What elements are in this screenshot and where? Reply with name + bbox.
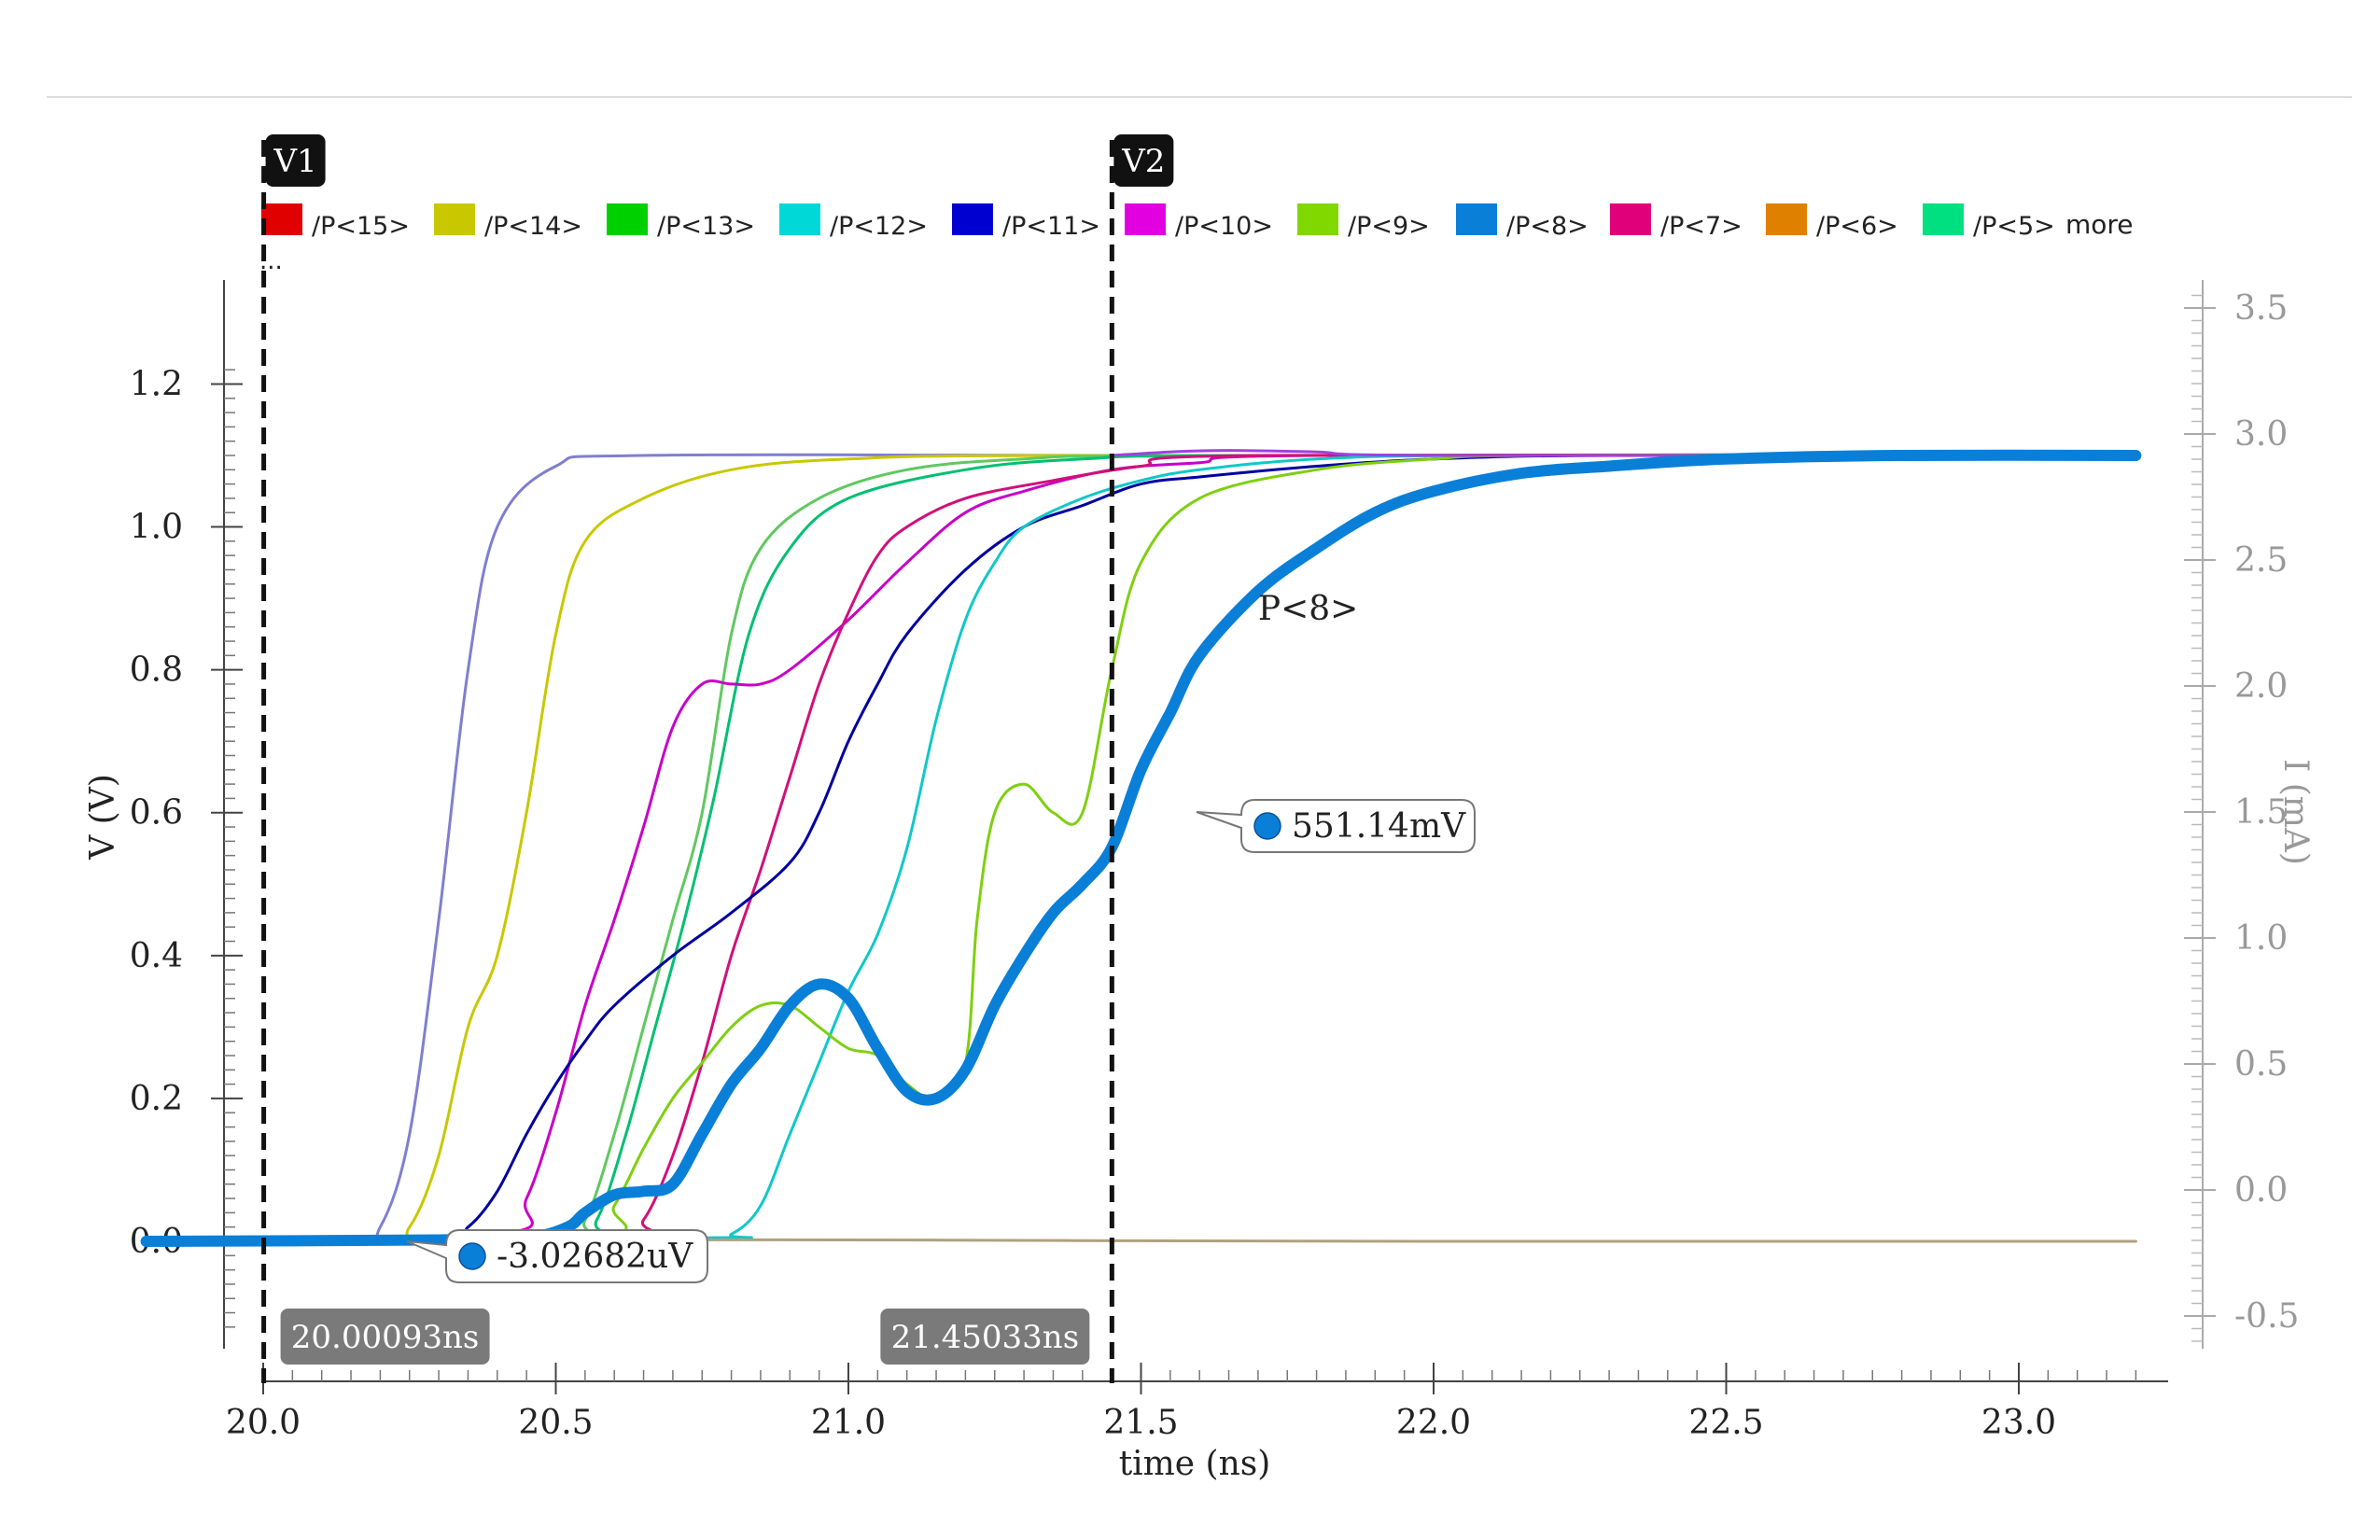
y-right-tick-label: 2.5 — [2234, 541, 2288, 580]
x-tick-label: 21.5 — [1103, 1404, 1178, 1442]
legend-item[interactable]: /P<7> — [1610, 203, 1743, 241]
series-line[interactable] — [145, 454, 2137, 1243]
value-marker[interactable]: 551.14mV — [1196, 799, 1476, 853]
legend-more-link[interactable]: more — [2065, 209, 2134, 240]
y-axis-label-left: V (V) — [84, 774, 122, 861]
y-left-tick-label: 0.8 — [130, 651, 183, 690]
series-line[interactable] — [145, 454, 2137, 1243]
legend-swatch — [779, 203, 820, 235]
legend-label: /P<12> — [830, 212, 928, 241]
legend-swatch — [607, 203, 648, 235]
cursor-tag[interactable] — [265, 134, 326, 187]
series-line[interactable] — [145, 454, 2137, 1243]
y-axis-label-right: I (mA) — [2276, 759, 2315, 865]
legend-swatch — [952, 203, 993, 235]
legend-item[interactable]: /P<9> — [1297, 203, 1430, 241]
x-tick-label: 22.0 — [1396, 1404, 1471, 1442]
y-right-tick-label: 0.5 — [2234, 1045, 2288, 1084]
legend-item[interactable]: /P<10> — [1125, 203, 1273, 241]
legend[interactable]: /P<15> /P<14> /P<13> /P<12> /P<11> /P<10> /P<9… — [261, 203, 2055, 241]
y-right-tick-label: 3.5 — [2234, 289, 2288, 328]
legend-label: /P<8> — [1506, 212, 1589, 241]
cursor-x-value-box — [280, 1309, 490, 1365]
legend-item[interactable]: /P<11> — [952, 203, 1100, 241]
series-line[interactable] — [145, 453, 2137, 1243]
legend-label: /P<14> — [484, 212, 582, 241]
marker-value: -3.02682uV — [497, 1238, 693, 1276]
legend-label: /P<9> — [1348, 212, 1430, 241]
legend-item[interactable]: /P<12> — [779, 203, 928, 241]
cursor-v1[interactable]: V1 20.00093ns — [261, 134, 490, 1383]
legend-label: /P<15> — [312, 212, 410, 241]
cursor-x-value: 21.45033ns — [891, 1319, 1080, 1356]
series-line[interactable] — [145, 453, 2137, 1243]
cursors-group[interactable]: V1 20.00093ns V2 21.45033ns — [261, 134, 1174, 1383]
legend-item[interactable]: /P<5> — [1923, 203, 2055, 241]
x-tick-label: 22.5 — [1688, 1404, 1763, 1442]
y-right-tick-label: -0.5 — [2234, 1297, 2299, 1336]
cursor-v2[interactable]: V2 21.45033ns — [880, 134, 1174, 1383]
markers-group[interactable]: -3.02682uV 551.14mV — [406, 799, 1476, 1283]
series-line[interactable] — [145, 454, 2137, 1243]
legend-item[interactable]: /P<6> — [1766, 203, 1898, 241]
legend-item[interactable]: /P<13> — [607, 203, 755, 241]
series-line[interactable] — [145, 453, 2137, 1243]
cursor-name: V2 — [1121, 143, 1165, 180]
legend-item[interactable]: /P<8> — [1456, 203, 1589, 241]
y-right-tick-label: 1.0 — [2234, 919, 2288, 958]
legend-swatch — [1610, 203, 1651, 235]
series-line[interactable] — [145, 454, 2137, 1243]
legend-swatch — [1125, 203, 1166, 235]
legend-label: /P<10> — [1175, 212, 1273, 241]
legend-item[interactable]: /P<14> — [434, 203, 582, 241]
x-tick-label: 20.5 — [518, 1404, 593, 1442]
y-right-tick-label: 2.0 — [2234, 667, 2288, 706]
axes: 1.2 1.0 0.8 0.6 0.4 0.2 0.0 3.5 3.0 2.5 2.0 1.5 1.0 0… — [130, 280, 2299, 1442]
y-right-tick-label: 3.0 — [2234, 415, 2288, 454]
legend-label: /P<6> — [1816, 212, 1898, 241]
cursor-name: V1 — [273, 143, 316, 180]
y-left-tick-label: 0.4 — [130, 937, 183, 975]
y-left-tick-label: 0.6 — [130, 794, 183, 833]
x-tick-label: 23.0 — [1981, 1404, 2056, 1442]
marker-dot — [1253, 812, 1281, 840]
marker-value: 551.14mV — [1292, 807, 1466, 846]
x-tick-label: 20.0 — [226, 1404, 301, 1442]
legend-item[interactable]: /P<15> — [261, 203, 410, 241]
series-annotation: P<8> — [1258, 590, 1358, 628]
legend-label: /P<5> — [1973, 212, 2055, 241]
y-left-tick-label: 1.0 — [130, 509, 183, 547]
y-left-tick-label: 1.2 — [130, 365, 183, 403]
marker-callout — [406, 1229, 708, 1283]
series-line[interactable] — [145, 454, 2137, 1243]
legend-label: /P<7> — [1660, 212, 1743, 241]
legend-label: /P<11> — [1002, 212, 1100, 241]
legend-swatch — [1456, 203, 1497, 235]
legend-swatch — [1297, 203, 1338, 235]
x-tick-label: 21.0 — [811, 1404, 886, 1442]
y-right-tick-label: 0.0 — [2234, 1171, 2288, 1210]
cursor-x-value-box — [880, 1309, 1090, 1365]
marker-dot — [458, 1242, 486, 1270]
annotations-group: P<8> — [1258, 590, 1358, 628]
legend-swatch — [434, 203, 475, 235]
y-left-tick-label: 0.2 — [130, 1080, 183, 1118]
cursor-x-value: 20.00093ns — [291, 1319, 480, 1356]
y-right-tick-label: 1.5 — [2234, 793, 2288, 832]
legend-label: /P<13> — [657, 212, 755, 241]
legend-swatch — [261, 203, 302, 235]
series-line[interactable] — [140, 449, 2142, 1247]
legend-swatch — [1766, 203, 1807, 235]
legend-swatch — [1923, 203, 1964, 235]
x-axis-label: time (ns) — [1119, 1445, 1271, 1483]
series-group — [140, 449, 2142, 1247]
cursor-tag[interactable] — [1113, 134, 1174, 187]
value-marker[interactable]: -3.02682uV — [406, 1229, 708, 1283]
